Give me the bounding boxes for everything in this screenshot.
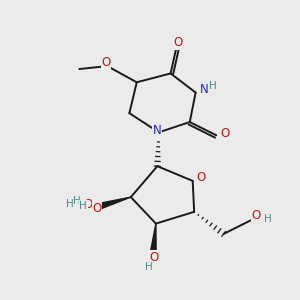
- Polygon shape: [94, 197, 131, 211]
- Text: H: H: [79, 201, 87, 211]
- Text: O: O: [173, 36, 183, 49]
- Text: O: O: [251, 209, 261, 222]
- Text: N: N: [200, 83, 208, 96]
- Polygon shape: [150, 224, 156, 256]
- Text: O: O: [149, 251, 158, 264]
- Text: O: O: [83, 198, 93, 211]
- Text: H: H: [209, 81, 217, 91]
- Text: O: O: [220, 127, 230, 140]
- Text: H: H: [66, 200, 74, 209]
- Text: H: H: [145, 262, 152, 272]
- Text: O: O: [92, 202, 102, 214]
- Text: O: O: [101, 56, 110, 69]
- Text: H: H: [74, 196, 81, 206]
- Text: O: O: [196, 171, 206, 184]
- Text: H: H: [265, 214, 272, 224]
- Text: N: N: [153, 124, 162, 137]
